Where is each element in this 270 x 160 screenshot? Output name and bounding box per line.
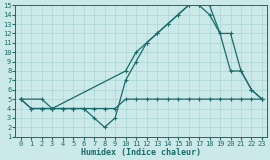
X-axis label: Humidex (Indice chaleur): Humidex (Indice chaleur): [81, 148, 201, 157]
